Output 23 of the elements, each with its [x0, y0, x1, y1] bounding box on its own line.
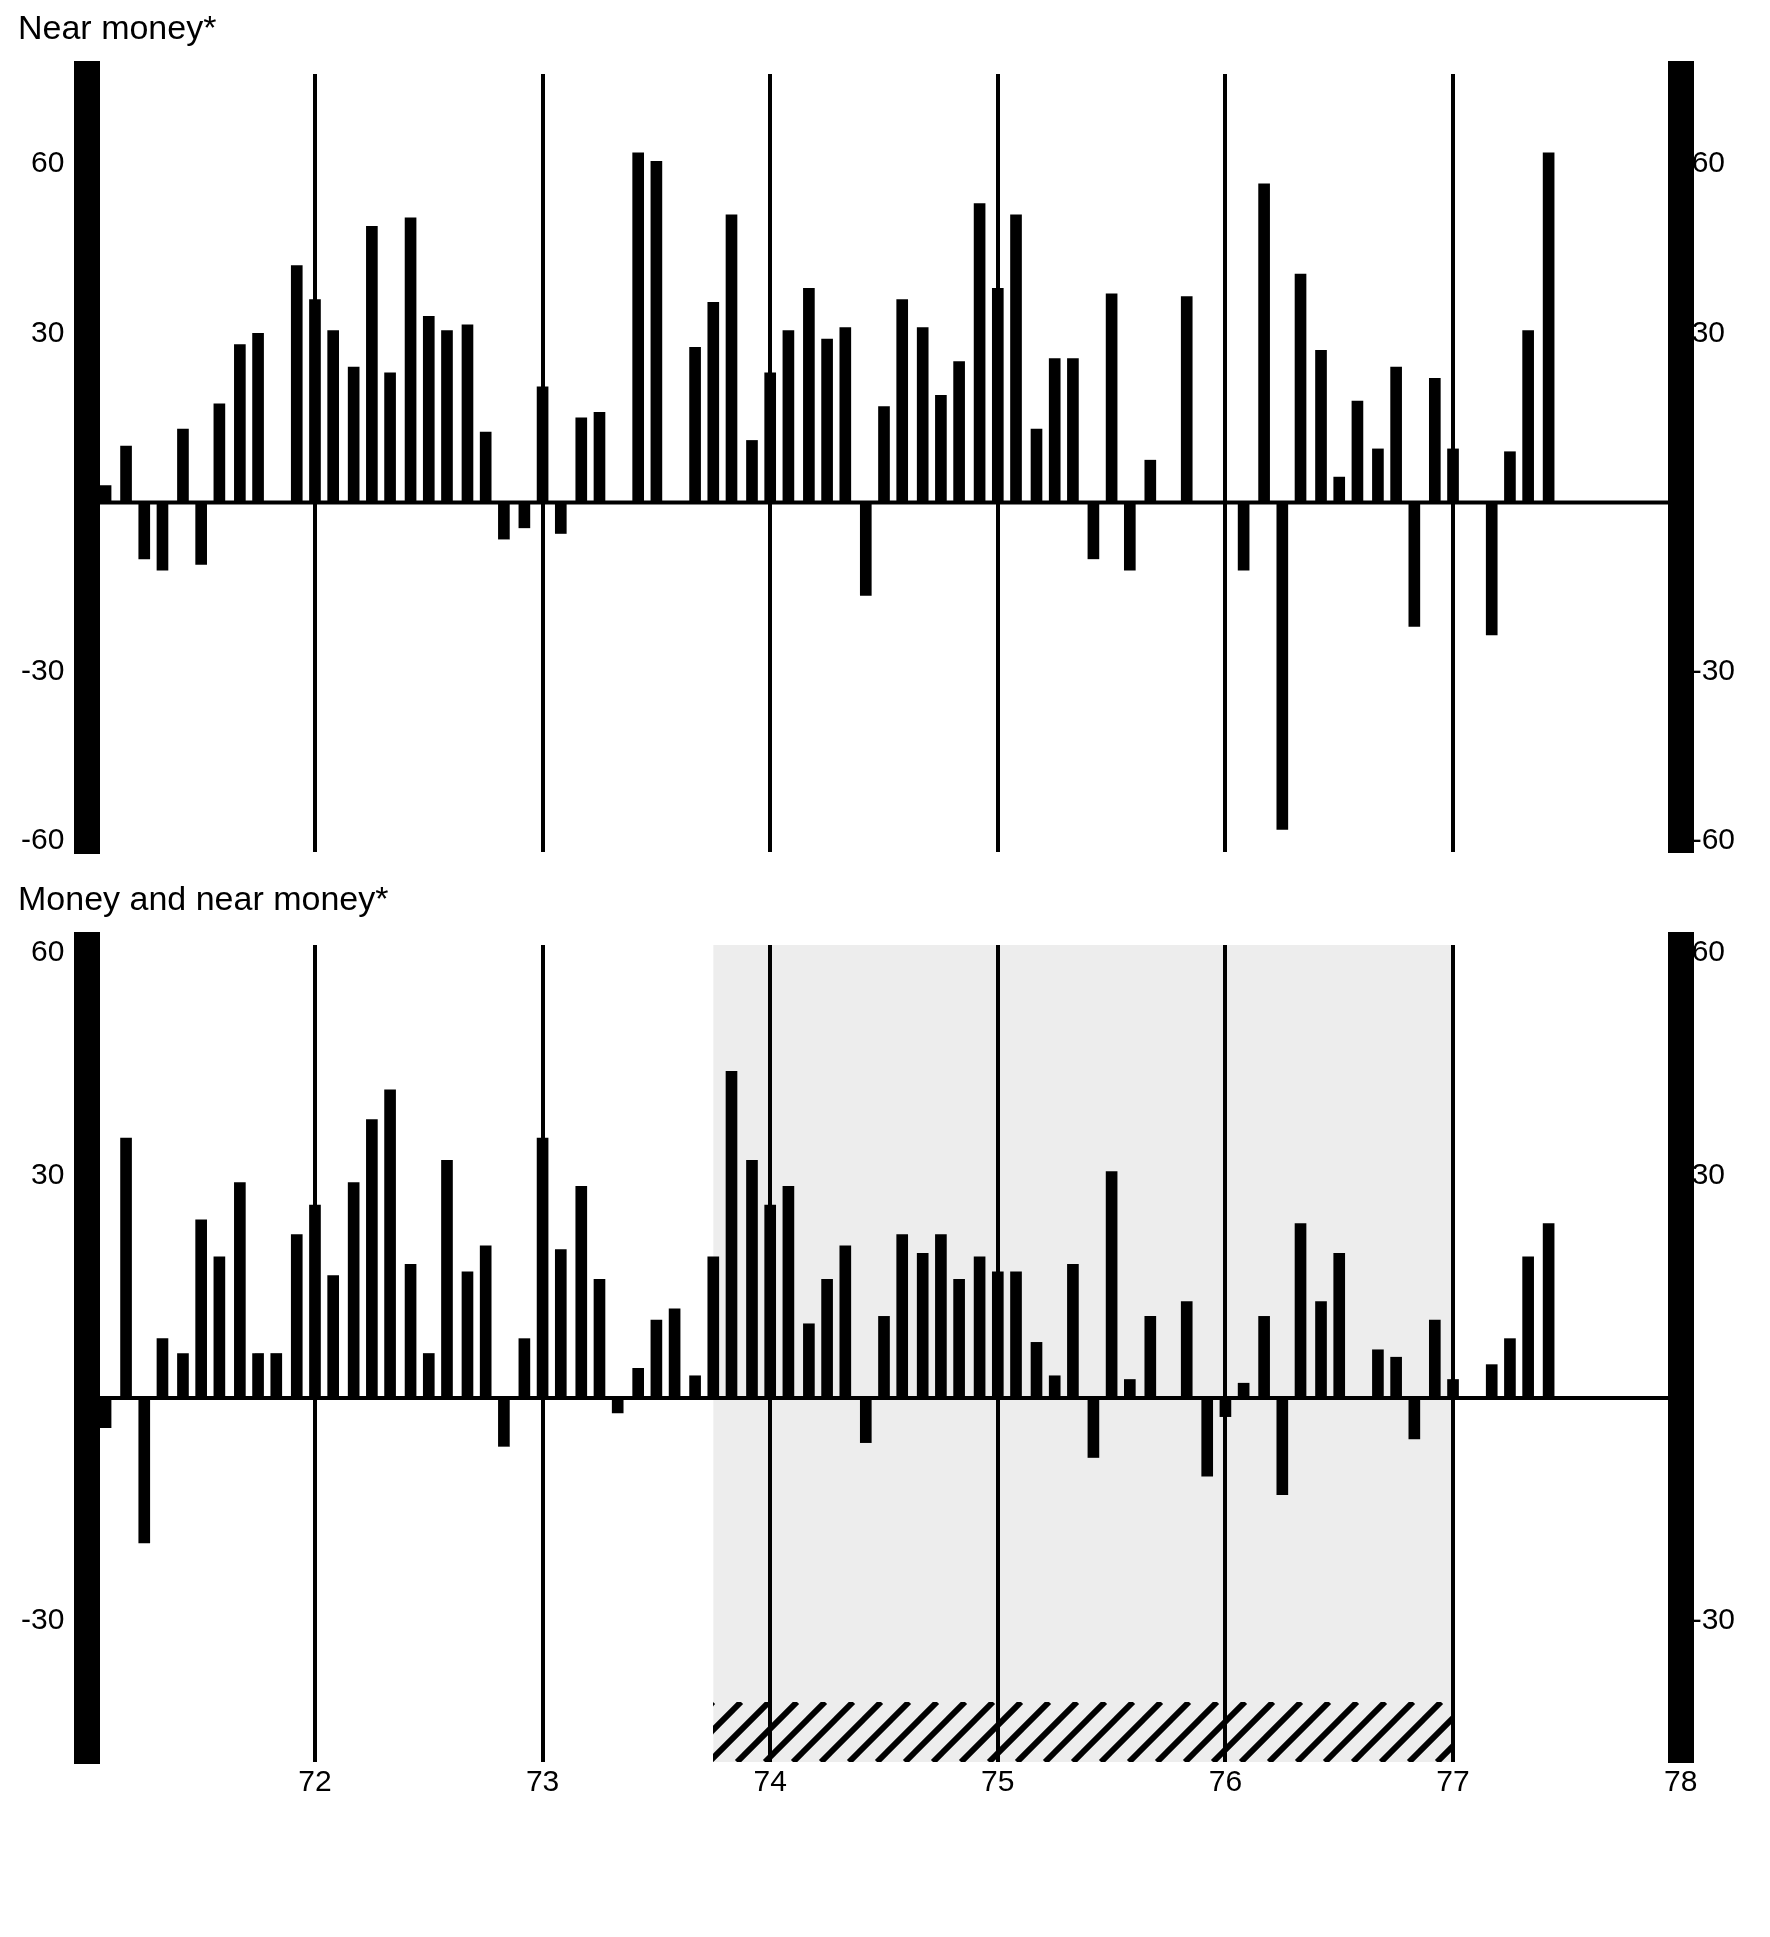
y2-tick-label: -30 [1691, 1602, 1735, 1636]
x-tick-label: 75 [981, 1764, 1015, 1798]
y-tick-label: 60 [30, 933, 65, 967]
chart-title: Near money* [18, 8, 218, 47]
x-tick-label: 72 [298, 1764, 332, 1798]
y2-tick-label: 60 [1691, 933, 1726, 967]
y-tick-label: 30 [30, 1156, 65, 1190]
y2-tick-label: -60 [1691, 821, 1735, 855]
y2-tick-label: 60 [1691, 145, 1726, 179]
y-tick-label: -60 [21, 821, 65, 855]
y2-tick-label: 30 [1691, 314, 1726, 348]
x-tick-label: 76 [1208, 1764, 1243, 1798]
x-tick-label: 73 [525, 1764, 560, 1798]
y-tick-label: 60 [30, 145, 65, 179]
y-tick-label: 30 [30, 314, 65, 348]
y-tick-label: -30 [21, 652, 65, 686]
y-tick-label: -30 [21, 1602, 65, 1636]
y2-tick-label: 30 [1691, 1156, 1726, 1190]
x-tick-label: 74 [753, 1764, 787, 1798]
x-tick-label: 78 [1663, 1764, 1698, 1798]
chart-title: Money and near money* [18, 879, 390, 918]
y2-tick-label: -30 [1691, 652, 1735, 686]
x-tick-label: 77 [1436, 1764, 1470, 1798]
